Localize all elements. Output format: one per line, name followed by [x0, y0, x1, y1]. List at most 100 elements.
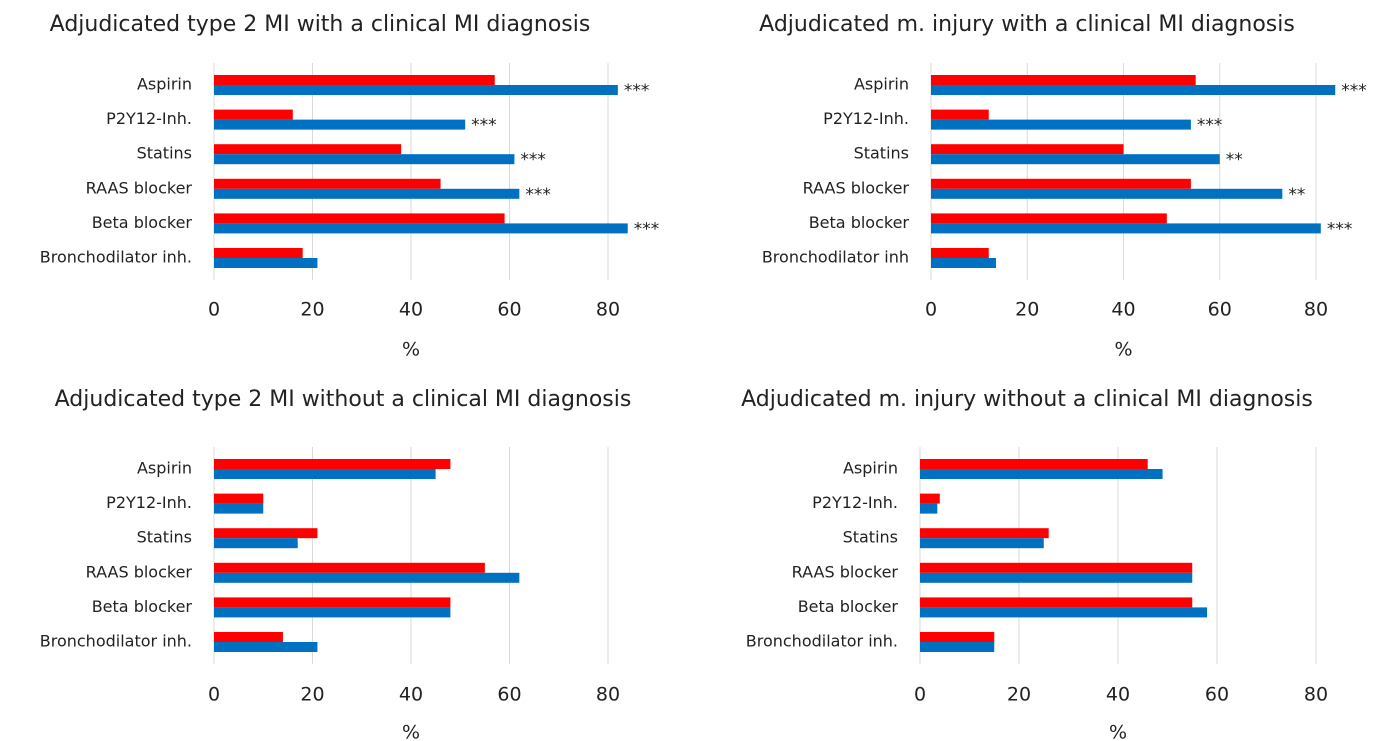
category-label: Statins — [854, 144, 909, 163]
category-label: Bronchodilator inh. — [40, 632, 192, 651]
bar — [931, 144, 1124, 155]
x-tick-label: 80 — [1304, 684, 1328, 706]
category-label: P2Y12-Inh. — [812, 493, 898, 512]
bar — [214, 642, 318, 652]
bar — [214, 248, 303, 258]
category-label: Beta blocker — [798, 597, 899, 616]
bar — [214, 178, 441, 189]
bar — [214, 538, 298, 549]
x-tick-label: 20 — [1007, 684, 1031, 706]
bar — [920, 642, 995, 652]
significance-label: *** — [520, 150, 546, 170]
bar — [920, 528, 1049, 539]
significance-label: *** — [624, 81, 650, 101]
x-tick-label: 60 — [497, 299, 521, 321]
bar — [920, 459, 1148, 469]
category-label: Bronchodilator inh. — [746, 632, 898, 651]
bar — [214, 572, 520, 583]
bar — [920, 597, 1193, 608]
bar — [920, 538, 1044, 549]
x-tick-label: 80 — [596, 299, 620, 321]
significance-label: ** — [1288, 185, 1305, 205]
bar — [214, 469, 436, 479]
bar — [214, 528, 318, 539]
x-tick-label: 0 — [914, 684, 926, 706]
bar — [920, 493, 940, 504]
x-axis-label: % — [402, 722, 420, 741]
category-label: P2Y12-Inh. — [106, 493, 192, 512]
x-tick-label: 40 — [399, 684, 423, 706]
bar — [214, 109, 293, 120]
bar — [920, 469, 1163, 479]
bar — [931, 213, 1167, 224]
bar — [214, 503, 264, 514]
category-label: Aspirin — [137, 75, 192, 94]
category-label: Statins — [843, 528, 898, 547]
significance-label: *** — [1341, 81, 1367, 101]
bar — [214, 85, 618, 95]
category-label: Bronchodilator inh — [762, 248, 909, 267]
bar — [931, 188, 1283, 199]
bar — [920, 632, 995, 642]
significance-label: *** — [471, 116, 497, 136]
bar — [214, 459, 451, 469]
bar — [931, 75, 1196, 85]
chart-title: Adjudicated type 2 MI without a clinical… — [55, 387, 632, 412]
category-label: RAAS blocker — [86, 178, 193, 197]
bar — [931, 85, 1336, 95]
category-label: Beta blocker — [809, 213, 910, 232]
bar — [920, 572, 1193, 583]
category-label: RAAS blocker — [86, 562, 193, 581]
bar — [214, 597, 451, 608]
bar — [931, 223, 1321, 234]
bar — [920, 562, 1193, 573]
significance-label: *** — [634, 219, 660, 239]
x-tick-label: 40 — [1106, 684, 1130, 706]
category-label: Beta blocker — [92, 213, 193, 232]
category-label: Bronchodilator inh. — [40, 248, 192, 267]
x-tick-label: 60 — [497, 684, 521, 706]
x-tick-label: 80 — [596, 684, 620, 706]
x-tick-label: 60 — [1208, 299, 1232, 321]
bar — [214, 154, 515, 165]
bar — [214, 119, 466, 130]
x-tick-label: 0 — [208, 684, 220, 706]
bar — [931, 154, 1220, 165]
category-label: Statins — [137, 528, 192, 547]
category-label: Statins — [137, 144, 192, 163]
bar — [931, 258, 996, 268]
category-label: RAAS blocker — [792, 562, 899, 581]
x-tick-label: 0 — [925, 299, 937, 321]
bar — [214, 223, 628, 234]
x-tick-label: 40 — [399, 299, 423, 321]
category-label: Beta blocker — [92, 597, 193, 616]
chart-title: Adjudicated m. injury with a clinical MI… — [759, 12, 1295, 37]
bar — [214, 493, 264, 504]
bar — [920, 607, 1208, 618]
bar — [931, 248, 989, 258]
bar — [214, 607, 451, 618]
bar — [214, 188, 520, 199]
x-tick-label: 60 — [1205, 684, 1229, 706]
bar — [214, 213, 505, 224]
bar — [931, 178, 1191, 189]
bar — [214, 562, 485, 573]
category-label: P2Y12-Inh. — [106, 109, 192, 128]
bar — [214, 632, 283, 642]
category-label: Aspirin — [854, 75, 909, 94]
chart-title: Adjudicated m. injury without a clinical… — [741, 387, 1313, 412]
category-label: Aspirin — [137, 459, 192, 478]
x-tick-label: 20 — [300, 684, 324, 706]
bar — [920, 503, 938, 514]
x-tick-label: 80 — [1304, 299, 1328, 321]
x-tick-label: 20 — [300, 299, 324, 321]
chart-title: Adjudicated type 2 MI with a clinical MI… — [50, 12, 591, 37]
x-axis-label: % — [1109, 722, 1127, 741]
category-label: RAAS blocker — [803, 178, 910, 197]
bar — [931, 109, 989, 120]
significance-label: *** — [1197, 116, 1223, 136]
bar — [214, 75, 495, 85]
bar — [214, 144, 402, 155]
significance-label: *** — [525, 185, 551, 205]
category-label: P2Y12-Inh. — [823, 109, 909, 128]
